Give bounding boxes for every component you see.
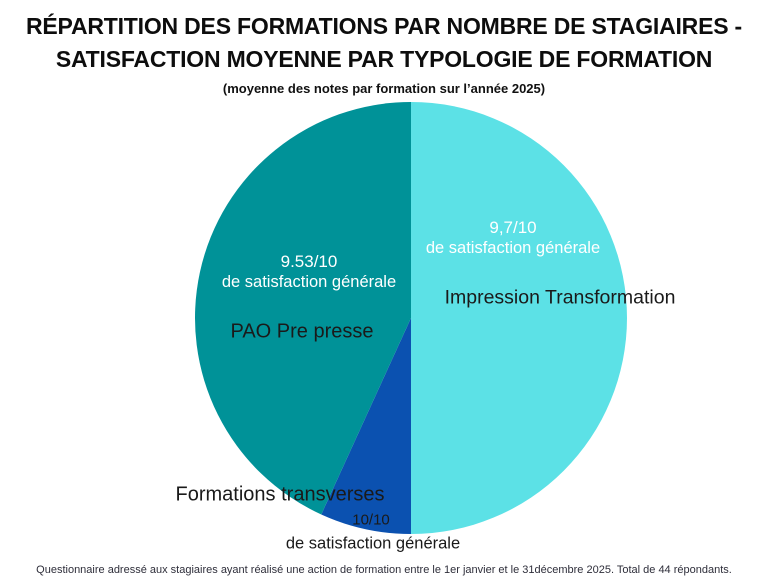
slice-label-pao-pre-presse: PAO Pre presse <box>230 320 374 343</box>
pie-slice-pao-pre-presse <box>195 102 411 515</box>
pie-svg <box>195 102 627 534</box>
satisfaction-value-formations-transverses: 10/10 <box>352 511 390 529</box>
slice-label-formations-transverses: Formations transverses <box>175 483 385 506</box>
pie-chart <box>195 102 627 534</box>
slice-label-impression-transformation: Impression Transformation <box>444 286 676 309</box>
satisfaction-caption: de satisfaction générale <box>425 239 601 257</box>
satisfaction-caption: de satisfaction générale <box>221 273 397 291</box>
slice-satisfaction-pao-pre-presse: 9.53/10 de satisfaction générale <box>222 251 396 293</box>
chart-title-line1: RÉPARTITION DES FORMATIONS PAR NOMBRE DE… <box>25 13 743 39</box>
header: RÉPARTITION DES FORMATIONS PAR NOMBRE DE… <box>0 10 768 96</box>
pie-slice-impression-transformation <box>411 102 627 534</box>
slice-satisfaction-impression-transformation: 9,7/10 de satisfaction générale <box>426 217 600 259</box>
footer-note: Questionnaire adressé aux stagiaires aya… <box>36 564 732 576</box>
chart-subtitle: (moyenne des notes par formation sur l’a… <box>222 81 546 96</box>
chart-title-line2: SATISFACTION MOYENNE PAR TYPOLOGIE DE FO… <box>55 46 713 72</box>
pie-slice-formations-transverses <box>321 318 411 534</box>
satisfaction-value: 9.53/10 <box>280 252 338 271</box>
satisfaction-value: 9,7/10 <box>489 218 537 237</box>
satisfaction-caption-formations-transverses: de satisfaction générale <box>285 534 461 553</box>
